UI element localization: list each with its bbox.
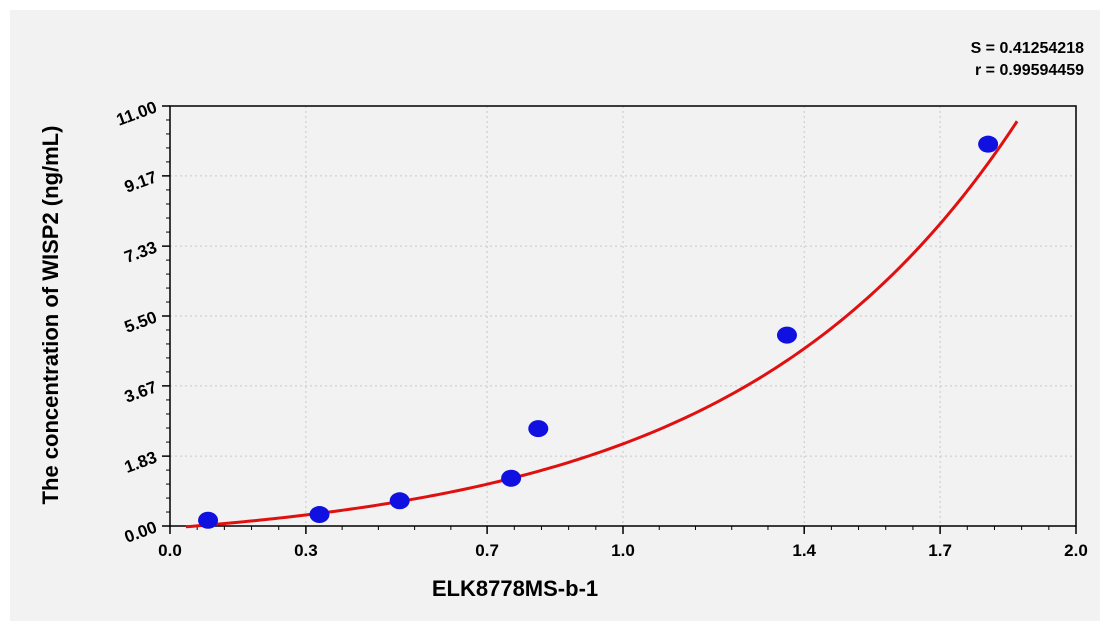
x-axis-title: ELK8778MS-b-1: [432, 576, 598, 601]
data-point: [978, 135, 999, 153]
data-point: [501, 469, 522, 487]
data-point: [389, 492, 410, 510]
x-tick-label: 0.3: [294, 541, 318, 560]
y-tick-label: 5.50: [122, 308, 160, 337]
y-tick-label: 1.83: [122, 448, 160, 477]
y-tick-label: 9.17: [122, 167, 160, 196]
chart-frame: 0.0 0.3 0.7 1.0 1.4 1.7 2.0 0.00 1.83 3.67 5.50 7.…: [10, 10, 1100, 621]
x-tick-label: 1.4: [792, 541, 816, 560]
fit-curve: [185, 120, 1019, 529]
x-tick-label: 0.0: [158, 541, 182, 560]
s-statistic: S = 0.41254218: [971, 40, 1085, 57]
axis-ticks: [162, 105, 1077, 534]
x-tick-label: 2.0: [1064, 541, 1088, 560]
data-point: [776, 326, 797, 344]
data-point: [198, 511, 219, 529]
y-tick-label: 0.00: [122, 518, 160, 547]
chart: 0.0 0.3 0.7 1.0 1.4 1.7 2.0 0.00 1.83 3.67 5.50 7.…: [38, 40, 1088, 601]
x-tick-label: 0.7: [475, 541, 499, 560]
y-axis-title: The concentration of WISP2 (ng/mL): [38, 126, 63, 505]
x-tick-labels: 0.0 0.3 0.7 1.0 1.4 1.7 2.0: [158, 541, 1088, 560]
y-tick-label: 11.00: [114, 98, 160, 130]
r-statistic: r = 0.99594459: [975, 62, 1084, 79]
x-tick-label: 1.7: [928, 541, 952, 560]
y-tick-label: 3.67: [122, 377, 160, 406]
grid: [170, 106, 1076, 526]
y-tick-label: 7.33: [122, 238, 160, 267]
data-points: [198, 135, 999, 529]
y-tick-labels: 0.00 1.83 3.67 5.50 7.33 9.17 11.00: [114, 98, 160, 547]
data-point: [528, 420, 549, 438]
data-point: [309, 506, 330, 524]
x-tick-label: 1.0: [611, 541, 635, 560]
